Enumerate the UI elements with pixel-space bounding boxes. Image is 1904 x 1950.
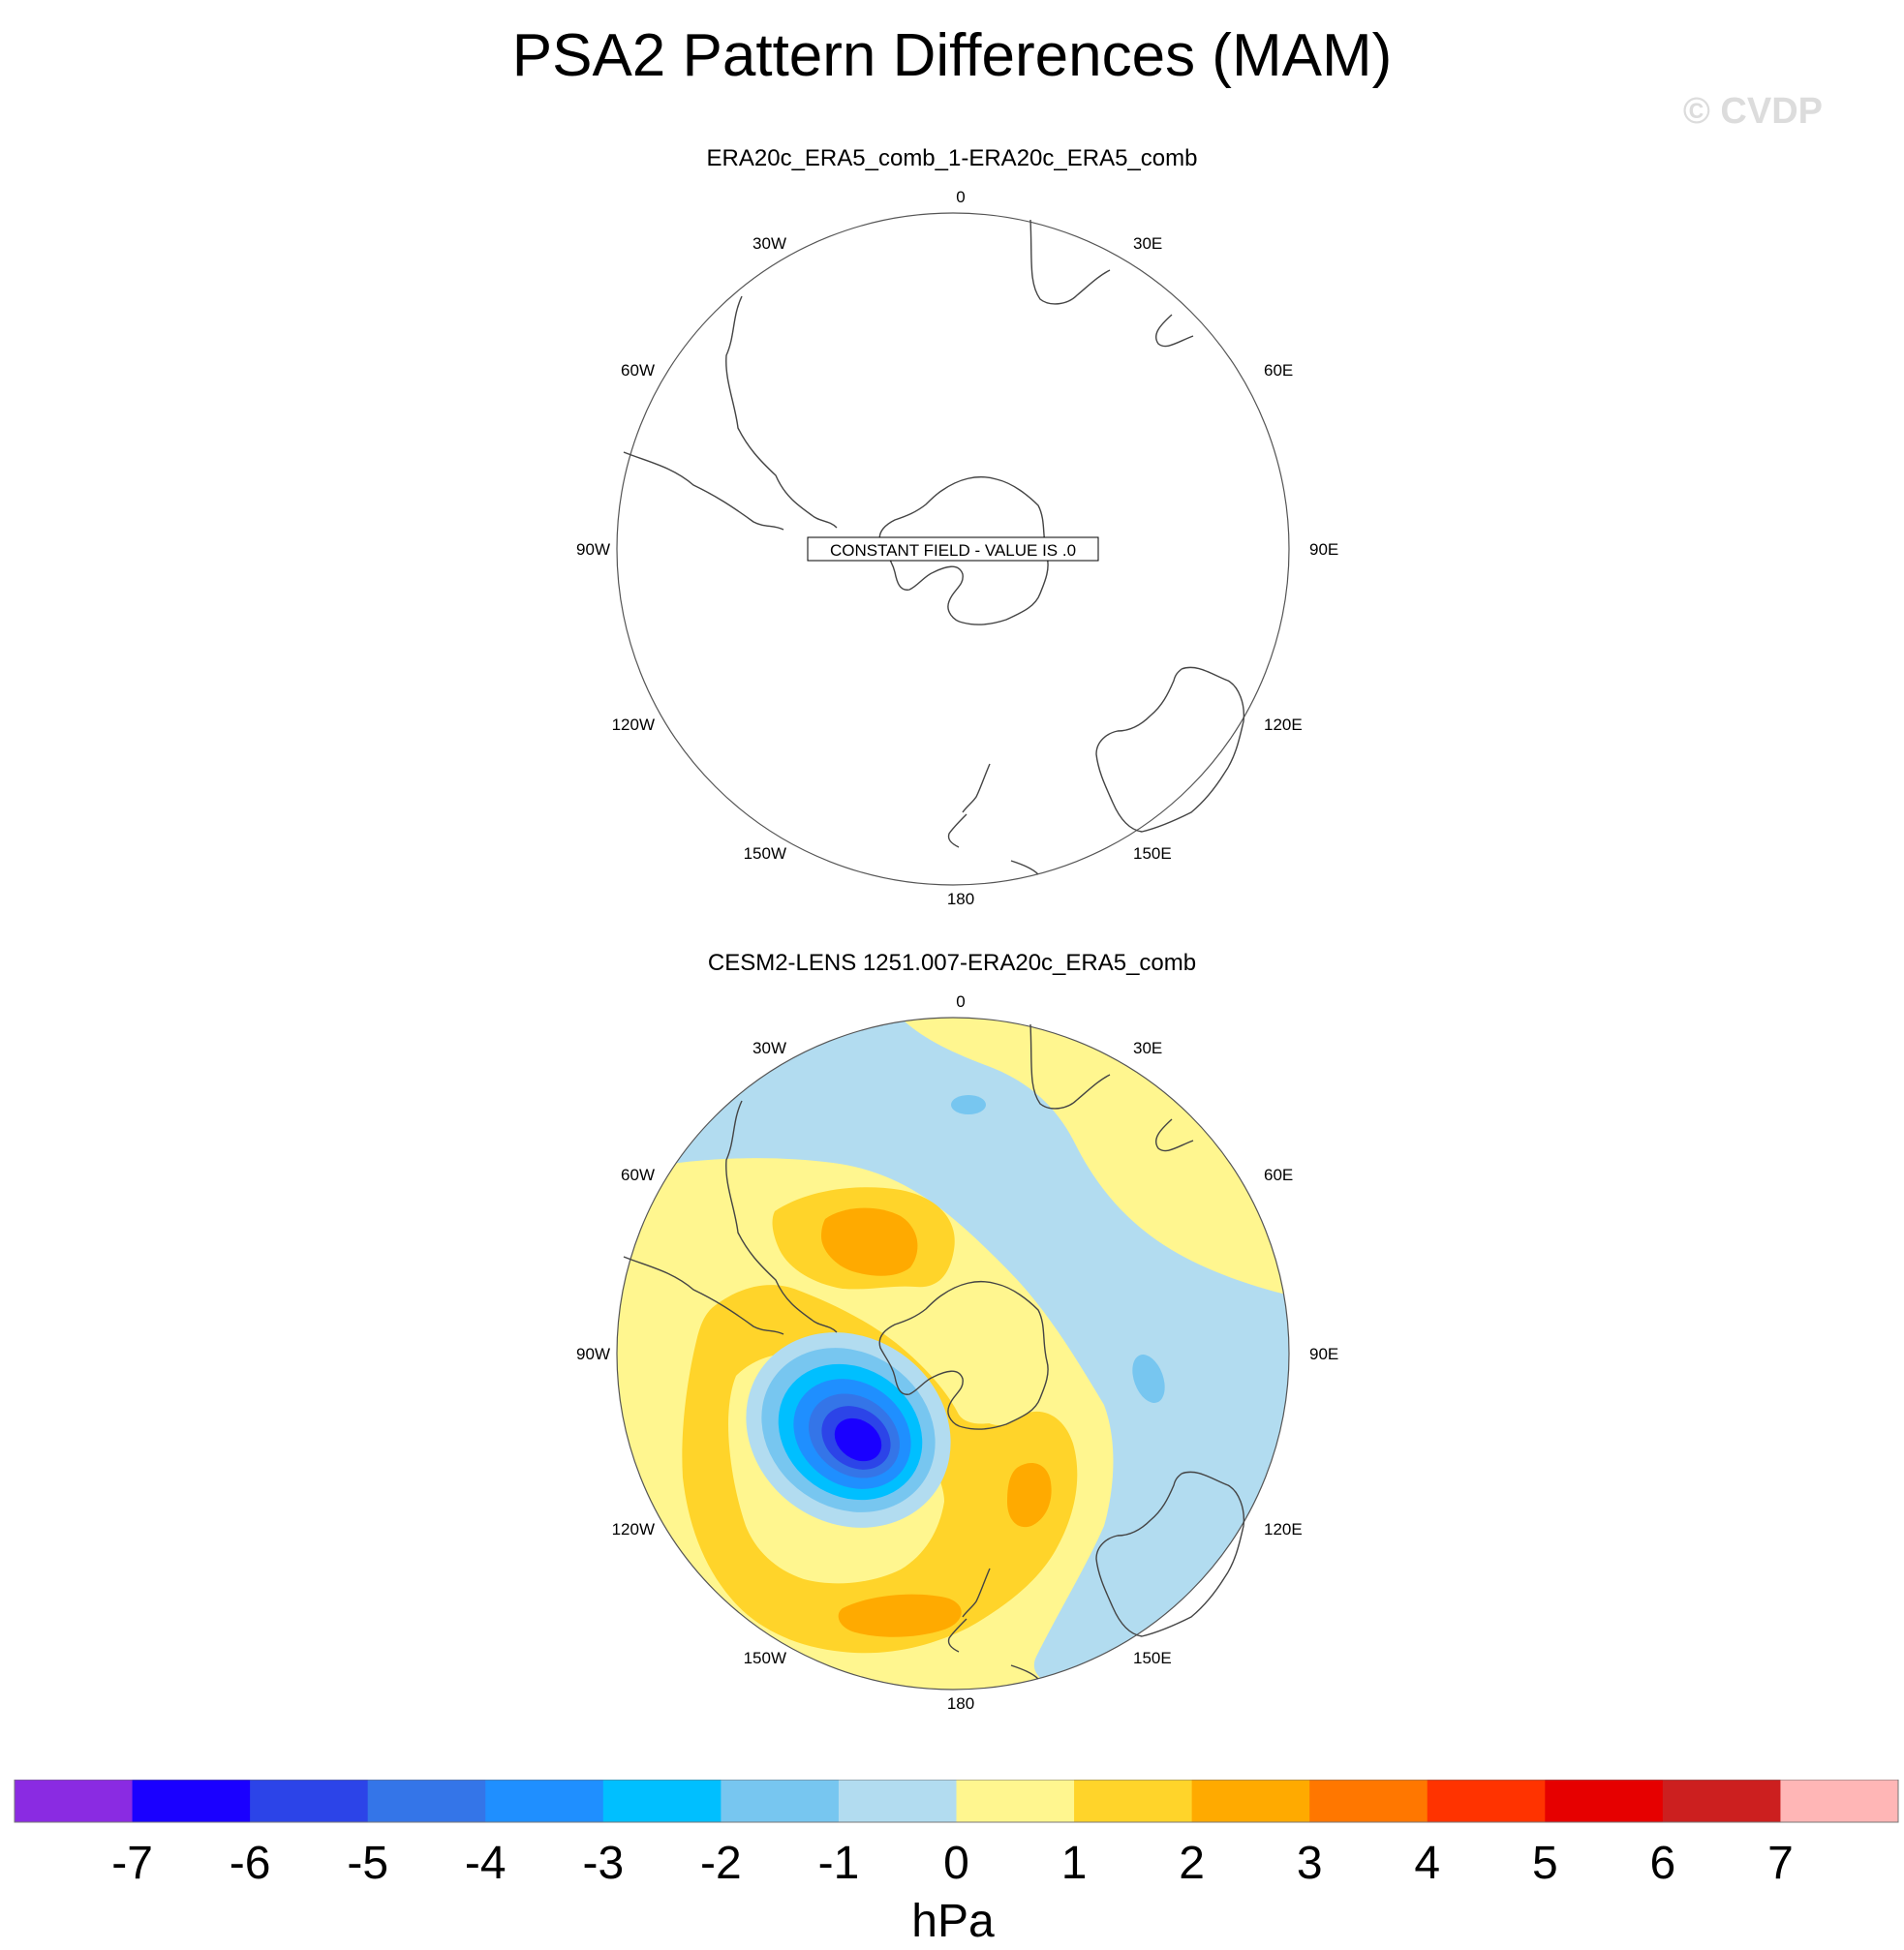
lon-label-60e: 60E — [1264, 361, 1293, 380]
colorbar-box — [956, 1780, 1075, 1822]
colorbar-tick-label: 1 — [1061, 1838, 1088, 1889]
lon-label-0: 0 — [956, 188, 965, 206]
lon-label-0: 0 — [956, 992, 965, 1011]
colorbar-tick-label: 3 — [1297, 1838, 1323, 1889]
longitude-labels: 0 30E 60E 90E 120E 150E 180 150W 120W 90… — [576, 188, 1338, 908]
colorbar-tick-labels: -7 -6 -5 -4 -3 -2 -1 0 1 2 3 4 5 6 7 — [111, 1838, 1794, 1889]
lon-label-30w: 30W — [752, 234, 786, 253]
colorbar-box — [132, 1780, 251, 1822]
constant-field-note: CONSTANT FIELD - VALUE IS .0 — [830, 541, 1076, 560]
colorbar-box — [15, 1780, 134, 1822]
lon-label-90e: 90E — [1309, 1345, 1338, 1363]
lon-label-30e: 30E — [1133, 1039, 1162, 1057]
lon-label-30e: 30E — [1133, 234, 1162, 253]
colorbar-tick-label: 2 — [1179, 1838, 1205, 1889]
watermark: © CVDP — [1682, 91, 1823, 132]
colorbar-box — [602, 1780, 722, 1822]
lon-label-30w: 30W — [752, 1039, 786, 1057]
contour-fill — [617, 1018, 1289, 1690]
panel-title-bottom: CESM2-LENS 1251.007-ERA20c_ERA5_comb — [707, 950, 1197, 976]
colorbar-box — [1074, 1780, 1193, 1822]
lon-label-150e: 150E — [1133, 844, 1172, 863]
colorbar-box — [721, 1780, 840, 1822]
map-panel-top: CONSTANT FIELD - VALUE IS .0 0 30E 60E 9… — [576, 188, 1338, 908]
constant-field-box — [807, 536, 1099, 562]
colorbar-box — [367, 1780, 486, 1822]
coastlines — [623, 219, 1245, 875]
lon-label-60e: 60E — [1264, 1166, 1293, 1184]
colorbar-tick-label: -3 — [582, 1838, 624, 1889]
colorbar: -7 -6 -5 -4 -3 -2 -1 0 1 2 3 4 5 6 7 hPa — [14, 1780, 1899, 1947]
lon-label-90w: 90W — [576, 540, 610, 559]
lon-label-150w: 150W — [744, 1649, 786, 1667]
colorbar-box — [1662, 1780, 1781, 1822]
colorbar-tick-label: -6 — [230, 1838, 271, 1889]
colorbar-tick-label: 6 — [1650, 1838, 1676, 1889]
colorbar-box — [1427, 1780, 1546, 1822]
lon-label-90e: 90E — [1309, 540, 1338, 559]
page-title: PSA2 Pattern Differences (MAM) — [511, 22, 1393, 89]
colorbar-tick-label: -1 — [818, 1838, 860, 1889]
lon-label-120w: 120W — [612, 1520, 655, 1539]
coastlines — [623, 1023, 1245, 1680]
colorbar-tick-label: 7 — [1767, 1838, 1794, 1889]
lon-label-60w: 60W — [621, 361, 655, 380]
colorbar-tick-label: 0 — [943, 1838, 969, 1889]
colorbar-unit-label: hPa — [911, 1896, 995, 1947]
colorbar-box — [1309, 1780, 1428, 1822]
colorbar-tick-label: -4 — [465, 1838, 507, 1889]
colorbar-tick-label: -7 — [111, 1838, 153, 1889]
lon-label-90w: 90W — [576, 1345, 610, 1363]
colorbar-box — [1545, 1780, 1664, 1822]
colorbar-tick-label: -5 — [347, 1838, 388, 1889]
map-panel-bottom: 0 30E 60E 90E 120E 150E 180 150W 120W 90… — [576, 992, 1338, 1713]
lon-label-150e: 150E — [1133, 1649, 1172, 1667]
lon-label-150w: 150W — [744, 844, 786, 863]
colorbar-boxes — [14, 1780, 1899, 1823]
lon-label-180: 180 — [947, 1694, 974, 1713]
colorbar-tick-label: -2 — [700, 1838, 742, 1889]
lon-label-180: 180 — [947, 890, 974, 908]
lon-label-120w: 120W — [612, 716, 655, 734]
lon-label-120e: 120E — [1264, 716, 1303, 734]
colorbar-tick-label: 5 — [1532, 1838, 1558, 1889]
colorbar-box — [250, 1780, 369, 1822]
lon-label-120e: 120E — [1264, 1520, 1303, 1539]
colorbar-box — [485, 1780, 604, 1822]
colorbar-tick-label: 4 — [1414, 1838, 1440, 1889]
colorbar-box — [1780, 1780, 1899, 1822]
longitude-labels: 0 30E 60E 90E 120E 150E 180 150W 120W 90… — [576, 992, 1338, 1713]
colorbar-frame — [14, 1780, 1899, 1823]
lon-label-60w: 60W — [621, 1166, 655, 1184]
map-boundary — [616, 1017, 1290, 1691]
colorbar-box — [838, 1780, 957, 1822]
panel-title-top: ERA20c_ERA5_comb_1-ERA20c_ERA5_comb — [706, 145, 1198, 171]
colorbar-box — [1191, 1780, 1310, 1822]
